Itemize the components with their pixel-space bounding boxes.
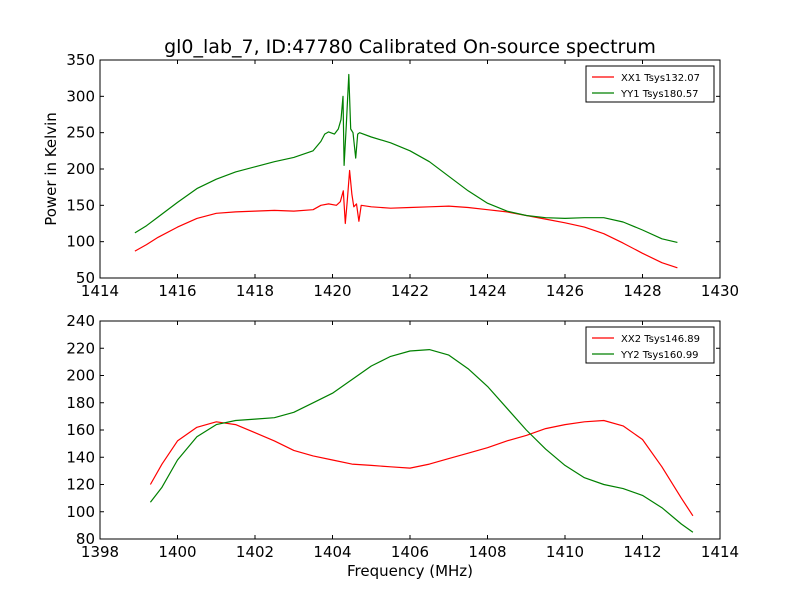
bottom-x-tick-label: 1398 (81, 543, 119, 561)
top-legend-label-2: YY1 Tsys180.57 (620, 89, 699, 100)
top-x-tick-label: 1422 (391, 282, 429, 300)
bottom-x-tick-label: 1410 (546, 543, 584, 561)
top-chart-title: gl0_lab_7, ID:47780 Calibrated On-source… (164, 36, 656, 58)
top-x-tick-label: 1428 (623, 282, 661, 300)
top-y-tick-label: 250 (66, 124, 95, 142)
bottom-y-tick-label: 80 (76, 530, 95, 548)
top-y-tick-label: 350 (66, 51, 95, 69)
bottom-y-tick-label: 160 (66, 421, 95, 439)
top-chart-ylabel: Power in Kelvin (42, 112, 60, 226)
bottom-y-tick-label: 100 (66, 503, 95, 521)
top-series-line-1 (134, 169, 678, 269)
bottom-legend-box (585, 326, 715, 364)
top-legend-box (585, 65, 715, 103)
bottom-y-tick-label: 140 (66, 448, 95, 466)
bottom-y-tick-label: 200 (66, 367, 95, 385)
bottom-y-tick-label: 240 (66, 312, 95, 330)
bottom-y-tick-label: 180 (66, 394, 95, 412)
bottom-y-tick-label: 120 (66, 476, 95, 494)
bottom-x-tick-label: 1402 (236, 543, 274, 561)
bottom-series-line-1 (149, 419, 694, 517)
top-x-tick-label: 1426 (546, 282, 584, 300)
bottom-x-tick-label: 1408 (468, 543, 506, 561)
top-x-tick-label: 1430 (701, 282, 739, 300)
top-x-tick-label: 1414 (81, 282, 119, 300)
bottom-plot: 1398 1400 1402 1404 1406 1408 1410 1412 1414 80 10… (66, 312, 739, 561)
top-y-tick-label: 50 (76, 269, 95, 287)
bottom-legend-label-2: YY2 Tsys160.99 (620, 350, 699, 361)
bottom-x-tick-label: 1414 (701, 543, 739, 561)
top-series-line-2 (134, 73, 678, 243)
bottom-x-tick-label: 1406 (391, 543, 429, 561)
bottom-chart-xlabel: Frequency (MHz) (347, 562, 473, 580)
top-legend-label-1: XX1 Tsys132.07 (621, 73, 700, 84)
top-x-tick-label: 1424 (468, 282, 506, 300)
top-y-tick-label: 200 (66, 160, 95, 178)
bottom-series-line-2 (149, 349, 694, 533)
bottom-y-tick-label: 220 (66, 339, 95, 357)
top-x-tick-label: 1418 (236, 282, 274, 300)
bottom-legend-label-1: XX2 Tsys146.89 (621, 334, 700, 345)
top-x-tick-label: 1416 (158, 282, 196, 300)
bottom-x-tick-label: 1412 (623, 543, 661, 561)
top-plot: 1414 1416 1418 1420 1422 1424 1426 1428 1430 50 10… (66, 51, 739, 300)
top-y-tick-label: 300 (66, 87, 95, 105)
bottom-x-tick-label: 1404 (313, 543, 351, 561)
top-y-tick-label: 100 (66, 233, 95, 251)
bottom-x-tick-label: 1400 (158, 543, 196, 561)
top-x-tick-label: 1420 (313, 282, 351, 300)
top-y-tick-label: 150 (66, 196, 95, 214)
